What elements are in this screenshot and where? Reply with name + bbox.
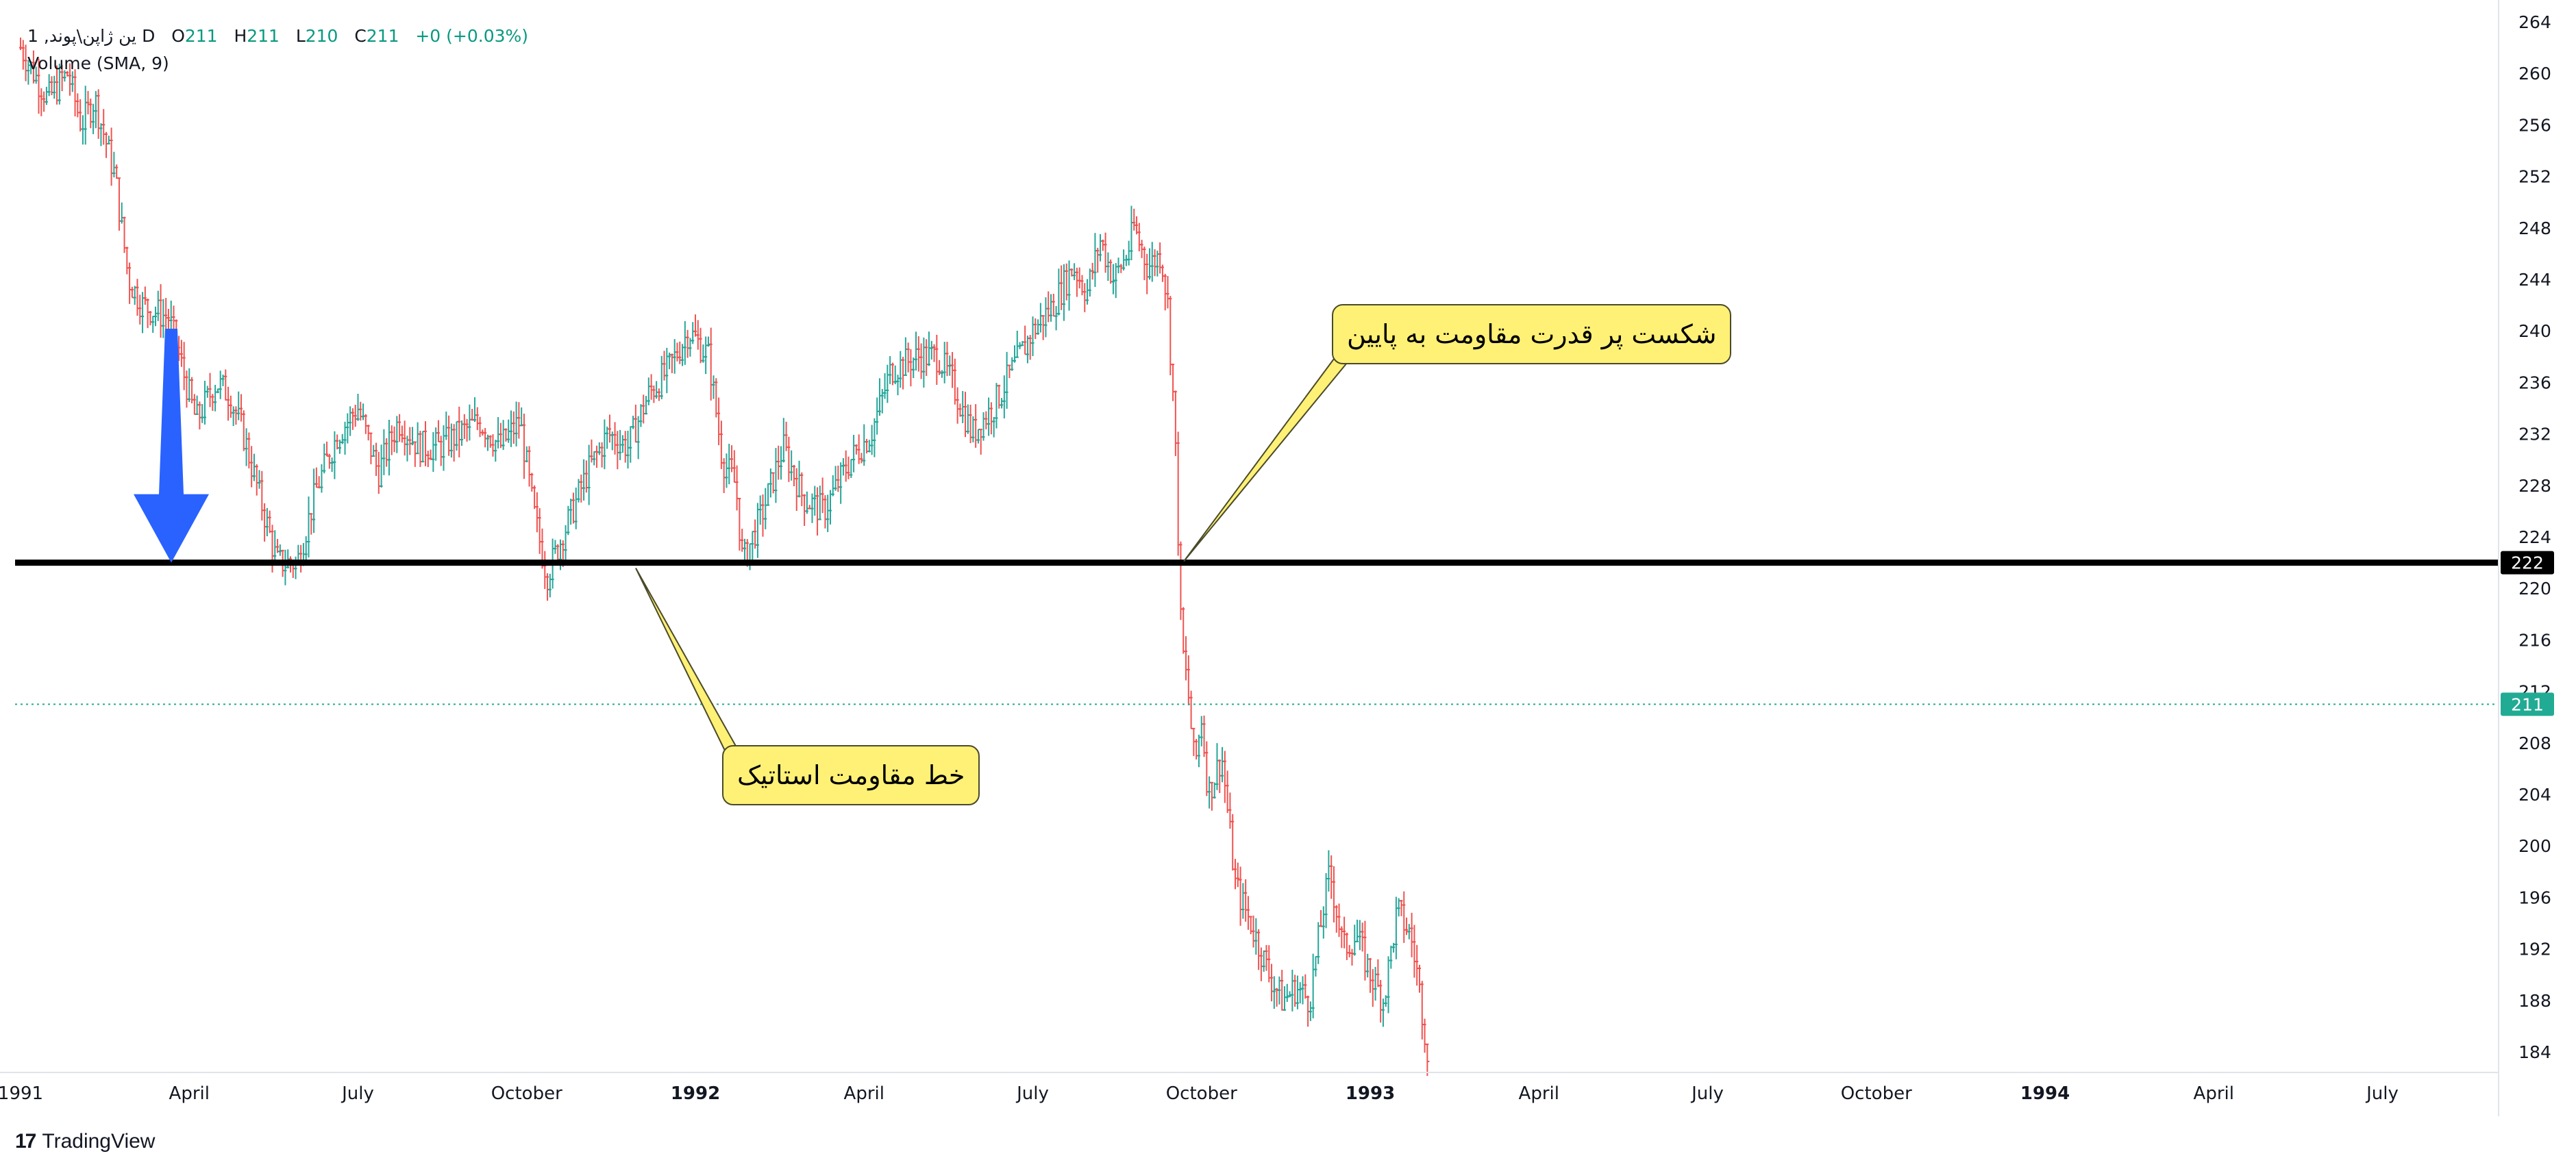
brand-name: TradingView <box>42 1130 156 1153</box>
price-tick-label: 216 <box>2518 630 2551 650</box>
time-tick-label: 1991 <box>0 1083 43 1104</box>
time-tick-label: 1993 <box>1346 1083 1395 1104</box>
price-tick-label: 264 <box>2518 12 2551 32</box>
time-tick-label: April <box>1519 1083 1559 1104</box>
time-tick-label: July <box>1015 1083 1049 1104</box>
resistance-callout-pointer <box>635 568 741 754</box>
price-tick-label: 244 <box>2518 270 2551 290</box>
open-value: 211 <box>184 26 218 46</box>
time-tick-label: July <box>340 1083 374 1104</box>
price-tick-label: 192 <box>2518 940 2551 959</box>
time-tick-label: July <box>2365 1083 2399 1104</box>
price-tick-label: 236 <box>2518 373 2551 392</box>
last-price-tag-text: 211 <box>2511 694 2544 714</box>
tradingview-branding[interactable]: 17 TradingView <box>15 1130 155 1153</box>
price-tick-label: 220 <box>2518 579 2551 599</box>
price-tick-label: 240 <box>2518 321 2551 341</box>
price-tick-label: 184 <box>2518 1042 2551 1062</box>
price-tick-label: 256 <box>2518 115 2551 135</box>
tradingview-logo-icon: 17 <box>15 1130 36 1153</box>
price-tick-label: 248 <box>2518 218 2551 238</box>
resistance-price-tag-text: 222 <box>2511 553 2544 573</box>
time-tick-label: April <box>169 1083 210 1104</box>
breakdown-callout[interactable]: شکست پر قدرت مقاومت به پایین <box>1332 304 1732 364</box>
time-tick-label: October <box>1841 1083 1912 1104</box>
price-tick-label: 188 <box>2518 991 2551 1011</box>
price-tick-label: 224 <box>2518 527 2551 547</box>
high-value: 211 <box>247 26 280 46</box>
price-axis[interactable]: 1841881921962002042082122162202242282322… <box>2518 12 2551 1062</box>
time-tick-label: 1994 <box>2020 1083 2070 1104</box>
time-tick-label: October <box>491 1083 562 1104</box>
down-arrow-icon[interactable] <box>134 329 209 563</box>
time-tick-label: April <box>844 1083 884 1104</box>
price-tags: 222 211 <box>2501 551 2554 716</box>
candlestick-series <box>19 37 1430 1077</box>
symbol-label[interactable]: 1 ,ین ژاپن\پوند D <box>27 26 156 46</box>
change-value: +0 (+0.03%) <box>415 26 529 46</box>
low-value: 210 <box>305 26 338 46</box>
price-tick-label: 196 <box>2518 888 2551 907</box>
ohlc-legend: 1 ,ین ژاپن\پوند D O211 H211 L210 C211 +0… <box>27 26 528 46</box>
price-tick-label: 252 <box>2518 167 2551 187</box>
resistance-callout[interactable]: خط مقاومت استاتیک <box>722 745 980 805</box>
last-price-tag: 211 <box>2501 692 2554 716</box>
breakdown-callout-pointer <box>1183 355 1348 562</box>
price-tick-label: 200 <box>2518 836 2551 856</box>
price-tick-label: 208 <box>2518 733 2551 753</box>
time-tick-label: October <box>1166 1083 1237 1104</box>
volume-indicator-label[interactable]: Volume (SMA, 9) <box>27 53 169 73</box>
price-tick-label: 204 <box>2518 785 2551 805</box>
resistance-price-tag: 222 <box>2501 551 2554 575</box>
close-label: C <box>354 26 367 46</box>
resistance-price-tag-box <box>2501 551 2554 575</box>
high-label: H <box>234 26 247 46</box>
time-axis[interactable]: 1991 April July October 1992 April July October… <box>0 1083 2399 1104</box>
time-tick-label: 1992 <box>671 1083 720 1104</box>
price-tick-label: 232 <box>2518 425 2551 444</box>
price-tick-label: 228 <box>2518 476 2551 496</box>
price-tick-label: 260 <box>2518 64 2551 84</box>
time-tick-label: April <box>2194 1083 2234 1104</box>
open-label: O <box>171 26 185 46</box>
low-label: L <box>295 26 306 46</box>
last-price-tag-box <box>2501 692 2554 716</box>
time-tick-label: July <box>1690 1083 1724 1104</box>
close-value: 211 <box>366 26 399 46</box>
